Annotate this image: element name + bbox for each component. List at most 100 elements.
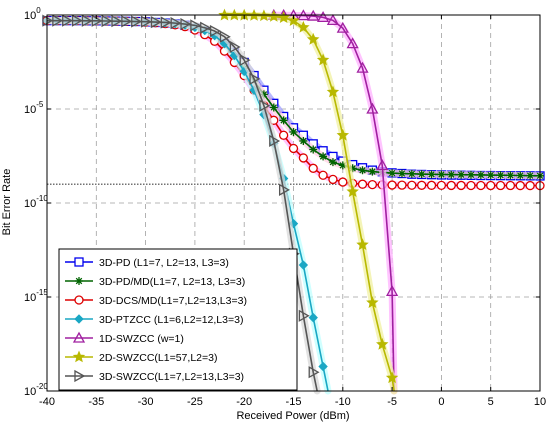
legend-label: 2D-SWZCC(L1=57,L2=3) bbox=[99, 352, 217, 364]
data-point bbox=[387, 180, 397, 190]
data-point bbox=[366, 102, 379, 114]
data-point bbox=[219, 30, 231, 43]
data-point bbox=[346, 37, 359, 49]
data-point bbox=[338, 177, 348, 187]
data-point bbox=[307, 9, 320, 21]
x-tick-label: 0 bbox=[438, 396, 444, 408]
data-point bbox=[298, 260, 309, 270]
legend-item: 3D-SWZCC(L1=7,L2=13,L3=3) bbox=[65, 369, 244, 383]
data-point bbox=[288, 143, 299, 154]
y-tick-label: 10-10 bbox=[24, 194, 48, 210]
data-point bbox=[299, 136, 308, 145]
data-point bbox=[326, 14, 340, 25]
x-tick-label: -35 bbox=[88, 396, 104, 408]
data-point bbox=[456, 180, 466, 191]
data-point bbox=[385, 371, 399, 384]
legend-item: 3D-PTZCC (L1=6,L2=12,L3=3) bbox=[65, 314, 243, 326]
data-point bbox=[356, 61, 369, 73]
data-point bbox=[385, 285, 399, 296]
data-point bbox=[446, 180, 456, 191]
data-point bbox=[457, 170, 466, 179]
data-point bbox=[111, 15, 123, 28]
data-point bbox=[278, 130, 289, 140]
x-tick-label: -15 bbox=[286, 396, 302, 408]
data-point bbox=[346, 185, 359, 197]
data-point bbox=[366, 296, 379, 308]
y-tick-label: 10-15 bbox=[24, 288, 48, 304]
x-tick-label: -20 bbox=[236, 396, 252, 408]
data-point bbox=[150, 15, 162, 29]
legend-marker bbox=[74, 257, 84, 267]
legend-item: 3D-PD/MD(L1=7, L2=13, L3=3) bbox=[65, 276, 245, 288]
data-point bbox=[269, 134, 281, 148]
data-point bbox=[486, 180, 496, 191]
x-tick-label: -10 bbox=[335, 396, 351, 408]
data-point bbox=[368, 167, 377, 176]
data-point bbox=[505, 180, 516, 191]
data-point bbox=[338, 161, 347, 170]
data-point bbox=[140, 15, 152, 28]
data-point bbox=[239, 53, 251, 67]
data-point bbox=[316, 53, 330, 66]
data-point bbox=[278, 183, 290, 196]
data-point bbox=[348, 164, 357, 173]
data-point bbox=[277, 11, 290, 23]
data-point bbox=[476, 170, 485, 179]
data-point bbox=[376, 337, 389, 350]
data-point bbox=[308, 163, 318, 173]
data-point bbox=[356, 238, 369, 251]
data-point bbox=[190, 19, 202, 32]
data-point bbox=[437, 170, 446, 179]
data-point bbox=[316, 11, 330, 22]
x-tick-label: -30 bbox=[138, 396, 154, 408]
data-point bbox=[426, 180, 437, 190]
data-point bbox=[279, 116, 288, 125]
y-tick-label: 100 bbox=[24, 6, 41, 22]
data-point bbox=[376, 159, 389, 171]
data-point bbox=[357, 179, 368, 189]
data-point bbox=[71, 14, 83, 27]
data-point bbox=[269, 103, 278, 112]
data-point bbox=[200, 21, 212, 34]
data-point bbox=[476, 180, 486, 191]
data-point bbox=[336, 128, 350, 141]
y-axis-label: Bit Error Rate bbox=[1, 169, 13, 236]
data-point bbox=[407, 180, 417, 190]
data-point bbox=[326, 85, 340, 98]
data-point bbox=[466, 170, 475, 179]
data-point bbox=[160, 16, 172, 29]
legend-item: 2D-SWZCC(L1=57,L2=3) bbox=[65, 350, 217, 364]
data-point bbox=[81, 14, 93, 27]
data-point bbox=[417, 180, 427, 190]
data-point bbox=[525, 180, 535, 191]
y-tick-label: 10-5 bbox=[24, 100, 44, 116]
x-tick-label: -5 bbox=[387, 396, 397, 408]
series-line bbox=[47, 19, 318, 392]
legend-marker bbox=[74, 369, 86, 383]
legend-item: 3D-PD (L1=7, L2=13, L3=3) bbox=[65, 257, 229, 269]
legend-label: 3D-SWZCC(L1=7,L2=13,L3=3) bbox=[99, 371, 244, 383]
data-point bbox=[318, 170, 328, 180]
legend-item: 3D-DCS/MD(L1=7,L2=13,L3=3) bbox=[65, 295, 247, 307]
data-point bbox=[101, 14, 113, 28]
data-point bbox=[298, 153, 309, 163]
data-point bbox=[336, 21, 349, 33]
data-point bbox=[121, 15, 133, 28]
data-point bbox=[407, 169, 416, 178]
x-axis-label: Received Power (dBm) bbox=[236, 410, 349, 422]
data-point bbox=[506, 171, 515, 180]
y-tick-label: 10-20 bbox=[24, 382, 48, 398]
data-point bbox=[397, 180, 407, 190]
data-point bbox=[436, 180, 447, 191]
data-point bbox=[495, 180, 506, 191]
data-point bbox=[496, 171, 505, 180]
legend-label: 3D-DCS/MD(L1=7,L2=13,L3=3) bbox=[99, 295, 247, 307]
ticks: -40 -35 -30 -25 -20 -15 -10 -5 0 5 10 100 10-5 10-10 1… bbox=[24, 6, 546, 408]
data-point bbox=[328, 158, 337, 167]
data-point bbox=[328, 174, 338, 185]
data-point bbox=[52, 14, 64, 27]
data-point bbox=[209, 24, 221, 38]
legend-box bbox=[58, 248, 298, 391]
data-point bbox=[515, 180, 525, 191]
